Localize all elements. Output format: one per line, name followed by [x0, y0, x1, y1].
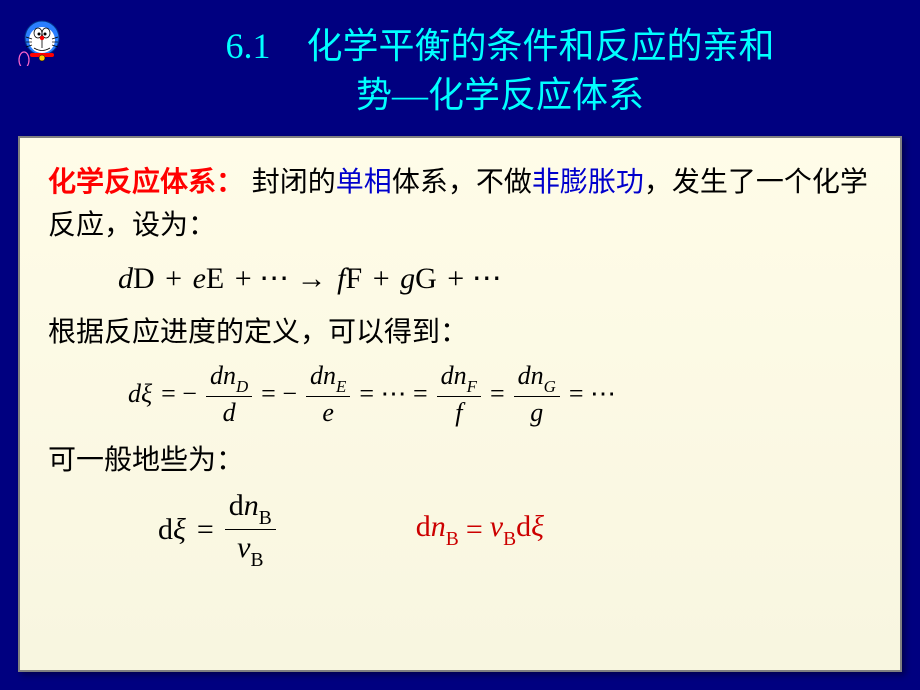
paragraph-2: 根据反应进度的定义，可以得到：	[48, 310, 872, 350]
equation-general: dξ = dnB νB	[158, 490, 276, 570]
term-blue-1: 单相	[336, 166, 392, 197]
paragraph-1: 化学反应体系： 封闭的单相体系，不做非膨胀功，发生了一个化学反应，设为：	[48, 160, 872, 247]
equation-red: dnB = νBdξ	[416, 510, 544, 549]
term-blue-2: 非膨胀功	[532, 166, 644, 197]
equation-reaction: dD + eE + ⋯ → fF + gG + ⋯	[118, 261, 872, 296]
title-line2: 势—化学反应体系	[356, 75, 644, 115]
equation-extent: dξ = − dnDd = − dnEe = ⋯ = dnFf = dnGg =…	[128, 362, 872, 426]
paragraph-3: 可一般地些为：	[48, 438, 872, 478]
term-red: 化学反应体系：	[48, 166, 244, 197]
doraemon-icon	[18, 18, 66, 66]
slide-title: 6.1 化学平衡的条件和反应的亲和 势—化学反应体系	[110, 22, 890, 119]
content-panel: 化学反应体系： 封闭的单相体系，不做非膨胀功，发生了一个化学反应，设为： dD …	[18, 136, 902, 672]
title-line1: 6.1 化学平衡的条件和反应的亲和	[225, 26, 774, 66]
